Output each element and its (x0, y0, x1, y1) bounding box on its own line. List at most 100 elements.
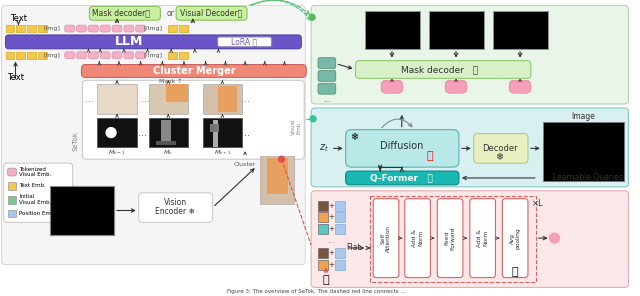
Text: Vision: Vision (164, 198, 187, 207)
Text: ...: ... (138, 128, 147, 138)
Text: Add &
Norm: Add & Norm (412, 229, 423, 247)
Text: Initial
Visual Emb.: Initial Visual Emb. (19, 194, 52, 205)
FancyBboxPatch shape (218, 37, 272, 47)
Text: Learnable Queries: Learnable Queries (552, 173, 623, 182)
FancyBboxPatch shape (81, 65, 306, 77)
Bar (335, 213, 345, 222)
FancyBboxPatch shape (83, 80, 304, 159)
Circle shape (309, 14, 315, 20)
Bar (493, 11, 548, 31)
FancyBboxPatch shape (100, 25, 110, 32)
Text: $M_{k+1}$: $M_{k+1}$ (214, 148, 231, 157)
FancyBboxPatch shape (502, 199, 528, 278)
Text: Self
Attention: Self Attention (381, 225, 392, 252)
Bar (543, 122, 623, 181)
Text: ...: ... (323, 95, 331, 104)
Text: ...: ... (241, 128, 250, 138)
Text: Avg
pooling: Avg pooling (509, 227, 520, 249)
Bar (50, 215, 114, 235)
Bar (429, 23, 484, 33)
Bar (166, 84, 188, 102)
FancyBboxPatch shape (112, 52, 122, 59)
Text: Text: Text (10, 14, 27, 23)
Bar (17, 25, 26, 32)
Bar (365, 11, 420, 31)
Bar (365, 11, 420, 49)
FancyBboxPatch shape (6, 35, 301, 49)
Text: 🔥: 🔥 (512, 267, 518, 277)
Text: LoRA 🔥: LoRA 🔥 (231, 37, 257, 46)
Bar (335, 260, 345, 270)
Bar (97, 118, 137, 147)
Bar (203, 118, 242, 147)
Text: +: + (328, 202, 334, 209)
Bar (203, 84, 242, 114)
Bar (28, 25, 36, 32)
FancyBboxPatch shape (112, 25, 122, 32)
Bar (493, 11, 548, 49)
Text: Mask decoder   🔥: Mask decoder 🔥 (401, 65, 477, 74)
Circle shape (550, 233, 559, 243)
Text: 🔥: 🔥 (426, 151, 433, 161)
Bar (6, 52, 15, 59)
Text: Cluster: Cluster (234, 162, 256, 167)
FancyBboxPatch shape (88, 25, 99, 32)
Text: ❄️: ❄️ (351, 131, 360, 141)
Text: Cluster Merger: Cluster Merger (152, 66, 235, 76)
FancyBboxPatch shape (8, 168, 17, 176)
Bar (50, 206, 114, 220)
Bar (318, 260, 328, 270)
Text: SeTok: SeTok (72, 131, 79, 152)
Bar (335, 248, 345, 258)
Text: Q-Former   🔥: Q-Former 🔥 (371, 173, 433, 182)
FancyBboxPatch shape (2, 5, 305, 265)
Text: Diffusion: Diffusion (380, 141, 424, 152)
Bar (318, 201, 328, 210)
Text: +: + (328, 262, 334, 268)
Text: +: + (328, 226, 334, 232)
FancyBboxPatch shape (373, 199, 399, 278)
Text: Figure 3: The overview of SeTok. The dashed red line connects ...: Figure 3: The overview of SeTok. The das… (227, 289, 405, 294)
Text: Text Emb.: Text Emb. (19, 183, 46, 188)
FancyBboxPatch shape (318, 58, 336, 68)
Bar (218, 86, 237, 112)
FancyBboxPatch shape (318, 70, 336, 81)
Bar (50, 186, 114, 235)
Text: Decoder: Decoder (483, 144, 518, 153)
FancyBboxPatch shape (65, 52, 75, 59)
FancyBboxPatch shape (509, 80, 531, 93)
Bar (97, 84, 137, 114)
Text: +: + (328, 214, 334, 221)
Bar (528, 13, 541, 48)
Bar (400, 13, 413, 48)
Bar (267, 158, 289, 194)
Bar (210, 124, 220, 132)
Bar (365, 31, 420, 49)
Text: [Img]: [Img] (44, 53, 60, 58)
Text: Flat: Flat (346, 244, 361, 252)
Bar (50, 186, 114, 215)
FancyBboxPatch shape (100, 52, 110, 59)
FancyBboxPatch shape (311, 191, 628, 287)
FancyBboxPatch shape (4, 163, 72, 222)
FancyBboxPatch shape (124, 25, 134, 32)
Text: LLM: LLM (115, 36, 143, 48)
FancyBboxPatch shape (318, 83, 336, 94)
Bar (493, 31, 548, 49)
FancyBboxPatch shape (311, 5, 628, 104)
FancyBboxPatch shape (176, 7, 247, 20)
Bar (543, 151, 623, 181)
Bar (365, 11, 420, 49)
Text: or: or (166, 9, 174, 18)
FancyBboxPatch shape (474, 133, 528, 163)
FancyBboxPatch shape (139, 193, 212, 222)
FancyBboxPatch shape (124, 52, 134, 59)
Text: 🔥: 🔥 (323, 274, 329, 284)
Text: ...: ... (241, 94, 250, 104)
FancyBboxPatch shape (346, 130, 459, 167)
Bar (6, 25, 15, 32)
Bar (97, 188, 107, 225)
Bar (260, 156, 294, 204)
Bar (8, 196, 17, 204)
Text: $M_k$: $M_k$ (163, 148, 173, 157)
